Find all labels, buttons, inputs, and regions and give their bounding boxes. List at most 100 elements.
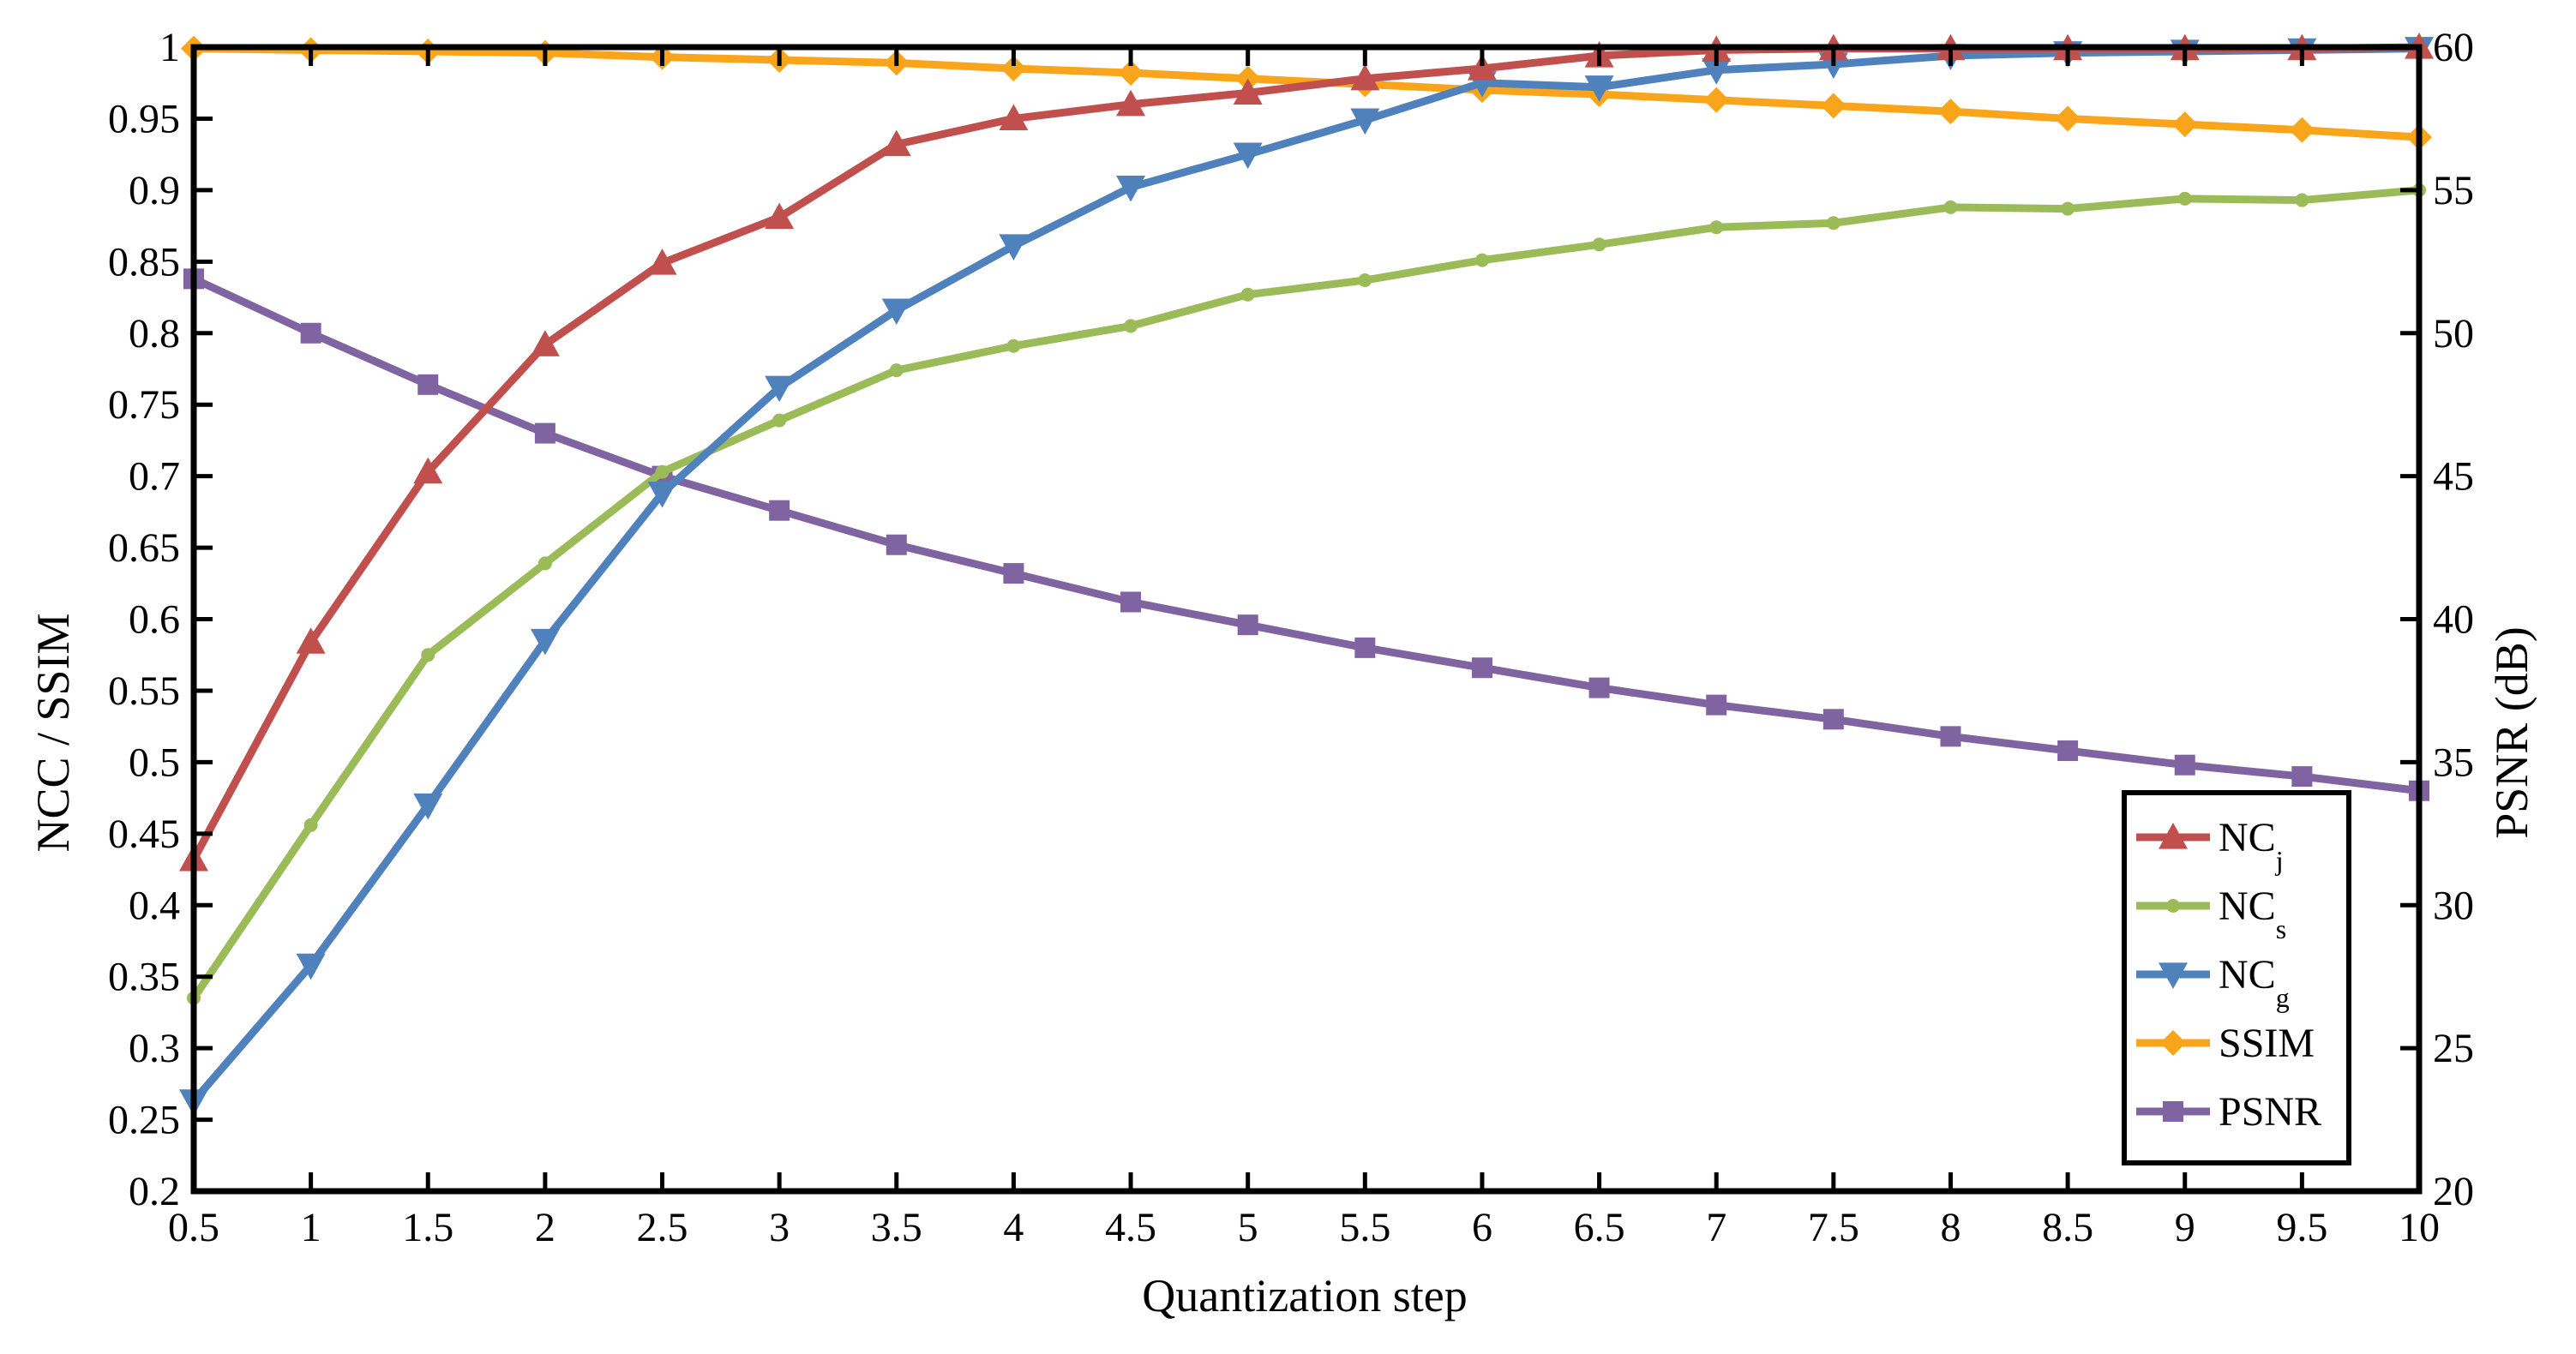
data-point-psnr bbox=[769, 500, 790, 521]
x-tick-label: 6 bbox=[1472, 1205, 1492, 1250]
series-line-nc-s bbox=[189, 186, 2423, 1003]
y-axis-title-right: PSNR (dB) bbox=[2486, 626, 2537, 839]
legend-label: NCg bbox=[2219, 952, 2290, 1013]
legend-marker bbox=[2163, 1101, 2183, 1122]
x-tick-label: 8.5 bbox=[2042, 1205, 2093, 1250]
data-point-nc-j bbox=[1233, 78, 1263, 105]
data-point-ssim bbox=[1118, 60, 1144, 87]
data-point-psnr bbox=[534, 422, 555, 444]
data-point-psnr bbox=[2174, 754, 2195, 776]
x-tick-label: 9.5 bbox=[2276, 1205, 2327, 1250]
legend-item-nc-g: NCg bbox=[2136, 952, 2290, 1013]
data-point-psnr bbox=[1003, 563, 1024, 584]
y-right-tick-label: 50 bbox=[2433, 311, 2474, 356]
data-point-psnr bbox=[2291, 766, 2313, 788]
data-point-nc-s bbox=[1943, 200, 1958, 214]
data-point-nc-s bbox=[1592, 237, 1606, 252]
x-tick-label: 10 bbox=[2399, 1205, 2440, 1250]
axes-layer: 0.5 1 1.5 2 2.5 3 3.5 4 4.5 5 5.5 6 6.5 7 7.5 8 8.5 9 9.5 1… bbox=[108, 25, 2474, 1250]
x-tick-label: 7 bbox=[1706, 1205, 1726, 1250]
data-point-psnr bbox=[1706, 694, 1727, 716]
data-point-psnr bbox=[1471, 657, 1492, 679]
legend-item-psnr: PSNR bbox=[2136, 1089, 2321, 1135]
y-left-tick-label: 0.5 bbox=[129, 740, 180, 785]
data-point-ssim bbox=[1703, 87, 1730, 113]
data-point-ssim bbox=[1000, 56, 1027, 82]
legend-label: NCj bbox=[2219, 815, 2284, 876]
series-line-ssim bbox=[189, 45, 2423, 141]
legend-item-ssim: SSIM bbox=[2136, 1021, 2315, 1066]
x-tick-label: 9 bbox=[2175, 1205, 2195, 1250]
data-point-ssim bbox=[2289, 117, 2315, 143]
y-right-tick-label: 55 bbox=[2433, 168, 2474, 213]
y-left-tick-label: 0.7 bbox=[129, 454, 180, 500]
x-tick-label: 5.5 bbox=[1339, 1205, 1390, 1250]
legend-marker bbox=[2160, 1030, 2186, 1056]
data-point-ssim bbox=[2055, 105, 2081, 132]
data-point-nc-j bbox=[765, 202, 795, 230]
data-point-nc-j bbox=[530, 330, 560, 356]
data-point-nc-s bbox=[772, 413, 787, 428]
data-point-nc-s bbox=[1240, 287, 1255, 302]
y-right-tick-label: 35 bbox=[2433, 740, 2474, 785]
data-point-nc-s bbox=[1358, 273, 1372, 288]
y-left-tick-label: 0.6 bbox=[129, 597, 180, 643]
y-left-tick-label: 0.9 bbox=[129, 168, 180, 213]
x-tick-label: 3.5 bbox=[871, 1205, 922, 1250]
data-point-nc-g bbox=[647, 482, 677, 508]
data-point-psnr bbox=[1237, 614, 1258, 636]
y-left-tick-label: 0.4 bbox=[129, 883, 180, 928]
legend: NCj NCs NCg SSIM PSNR bbox=[2122, 790, 2351, 1165]
data-point-nc-s bbox=[2177, 191, 2192, 206]
data-point-nc-s bbox=[1826, 216, 1840, 231]
y-axis-title-left: NCC / SSIM bbox=[27, 613, 79, 852]
y-right-tick-label: 40 bbox=[2433, 597, 2474, 643]
data-point-nc-s bbox=[1709, 220, 1724, 235]
y-left-tick-label: 0.45 bbox=[108, 812, 180, 857]
data-point-psnr bbox=[886, 534, 907, 555]
data-point-nc-s bbox=[2061, 201, 2075, 216]
y-left-tick-label: 0.3 bbox=[129, 1026, 180, 1071]
legend-marker bbox=[2159, 823, 2188, 849]
data-point-nc-s bbox=[421, 648, 435, 662]
data-point-nc-g bbox=[413, 793, 443, 820]
data-point-nc-s bbox=[2295, 193, 2309, 207]
series-line-nc-g bbox=[189, 45, 2423, 1105]
data-point-nc-s bbox=[537, 556, 552, 571]
data-point-nc-g bbox=[1584, 75, 1614, 102]
legend-item-nc-j: NCj bbox=[2136, 815, 2284, 876]
data-point-nc-s bbox=[889, 363, 904, 378]
x-tick-label: 5 bbox=[1238, 1205, 1258, 1250]
data-point-nc-g bbox=[1350, 108, 1380, 135]
data-point-nc-s bbox=[1124, 319, 1138, 333]
x-tick-label: 2.5 bbox=[637, 1205, 688, 1250]
x-axis-title: Quantization step bbox=[1142, 1270, 1467, 1321]
data-point-nc-s bbox=[1006, 338, 1021, 353]
data-point-nc-g bbox=[530, 628, 560, 656]
data-point-nc-j bbox=[999, 104, 1029, 131]
y-left-tick-label: 0.25 bbox=[108, 1098, 180, 1143]
y-left-tick-label: 0.35 bbox=[108, 955, 180, 1000]
x-tick-label: 0.5 bbox=[168, 1205, 219, 1250]
data-point-ssim bbox=[1937, 99, 1964, 125]
data-point-nc-s bbox=[655, 464, 670, 479]
legend-label: NCs bbox=[2219, 884, 2286, 944]
data-point-nc-j bbox=[1467, 54, 1497, 81]
y-right-tick-label: 25 bbox=[2433, 1026, 2474, 1071]
y-left-tick-label: 0.95 bbox=[108, 96, 180, 141]
y-right-tick-label: 20 bbox=[2433, 1169, 2474, 1214]
x-tick-label: 7.5 bbox=[1808, 1205, 1859, 1250]
y-right-tick-label: 30 bbox=[2433, 883, 2474, 928]
data-point-nc-g bbox=[999, 234, 1029, 261]
data-point-psnr bbox=[1354, 637, 1376, 658]
data-point-nc-j bbox=[647, 248, 677, 275]
data-point-ssim bbox=[2171, 111, 2198, 138]
series-psnr bbox=[183, 268, 2429, 801]
x-tick-label: 1 bbox=[301, 1205, 321, 1250]
legend-item-nc-s: NCs bbox=[2136, 884, 2286, 944]
x-tick-label: 4 bbox=[1003, 1205, 1024, 1250]
data-point-nc-j bbox=[1350, 63, 1380, 91]
legend-label: SSIM bbox=[2219, 1021, 2315, 1066]
data-point-nc-j bbox=[296, 627, 326, 654]
